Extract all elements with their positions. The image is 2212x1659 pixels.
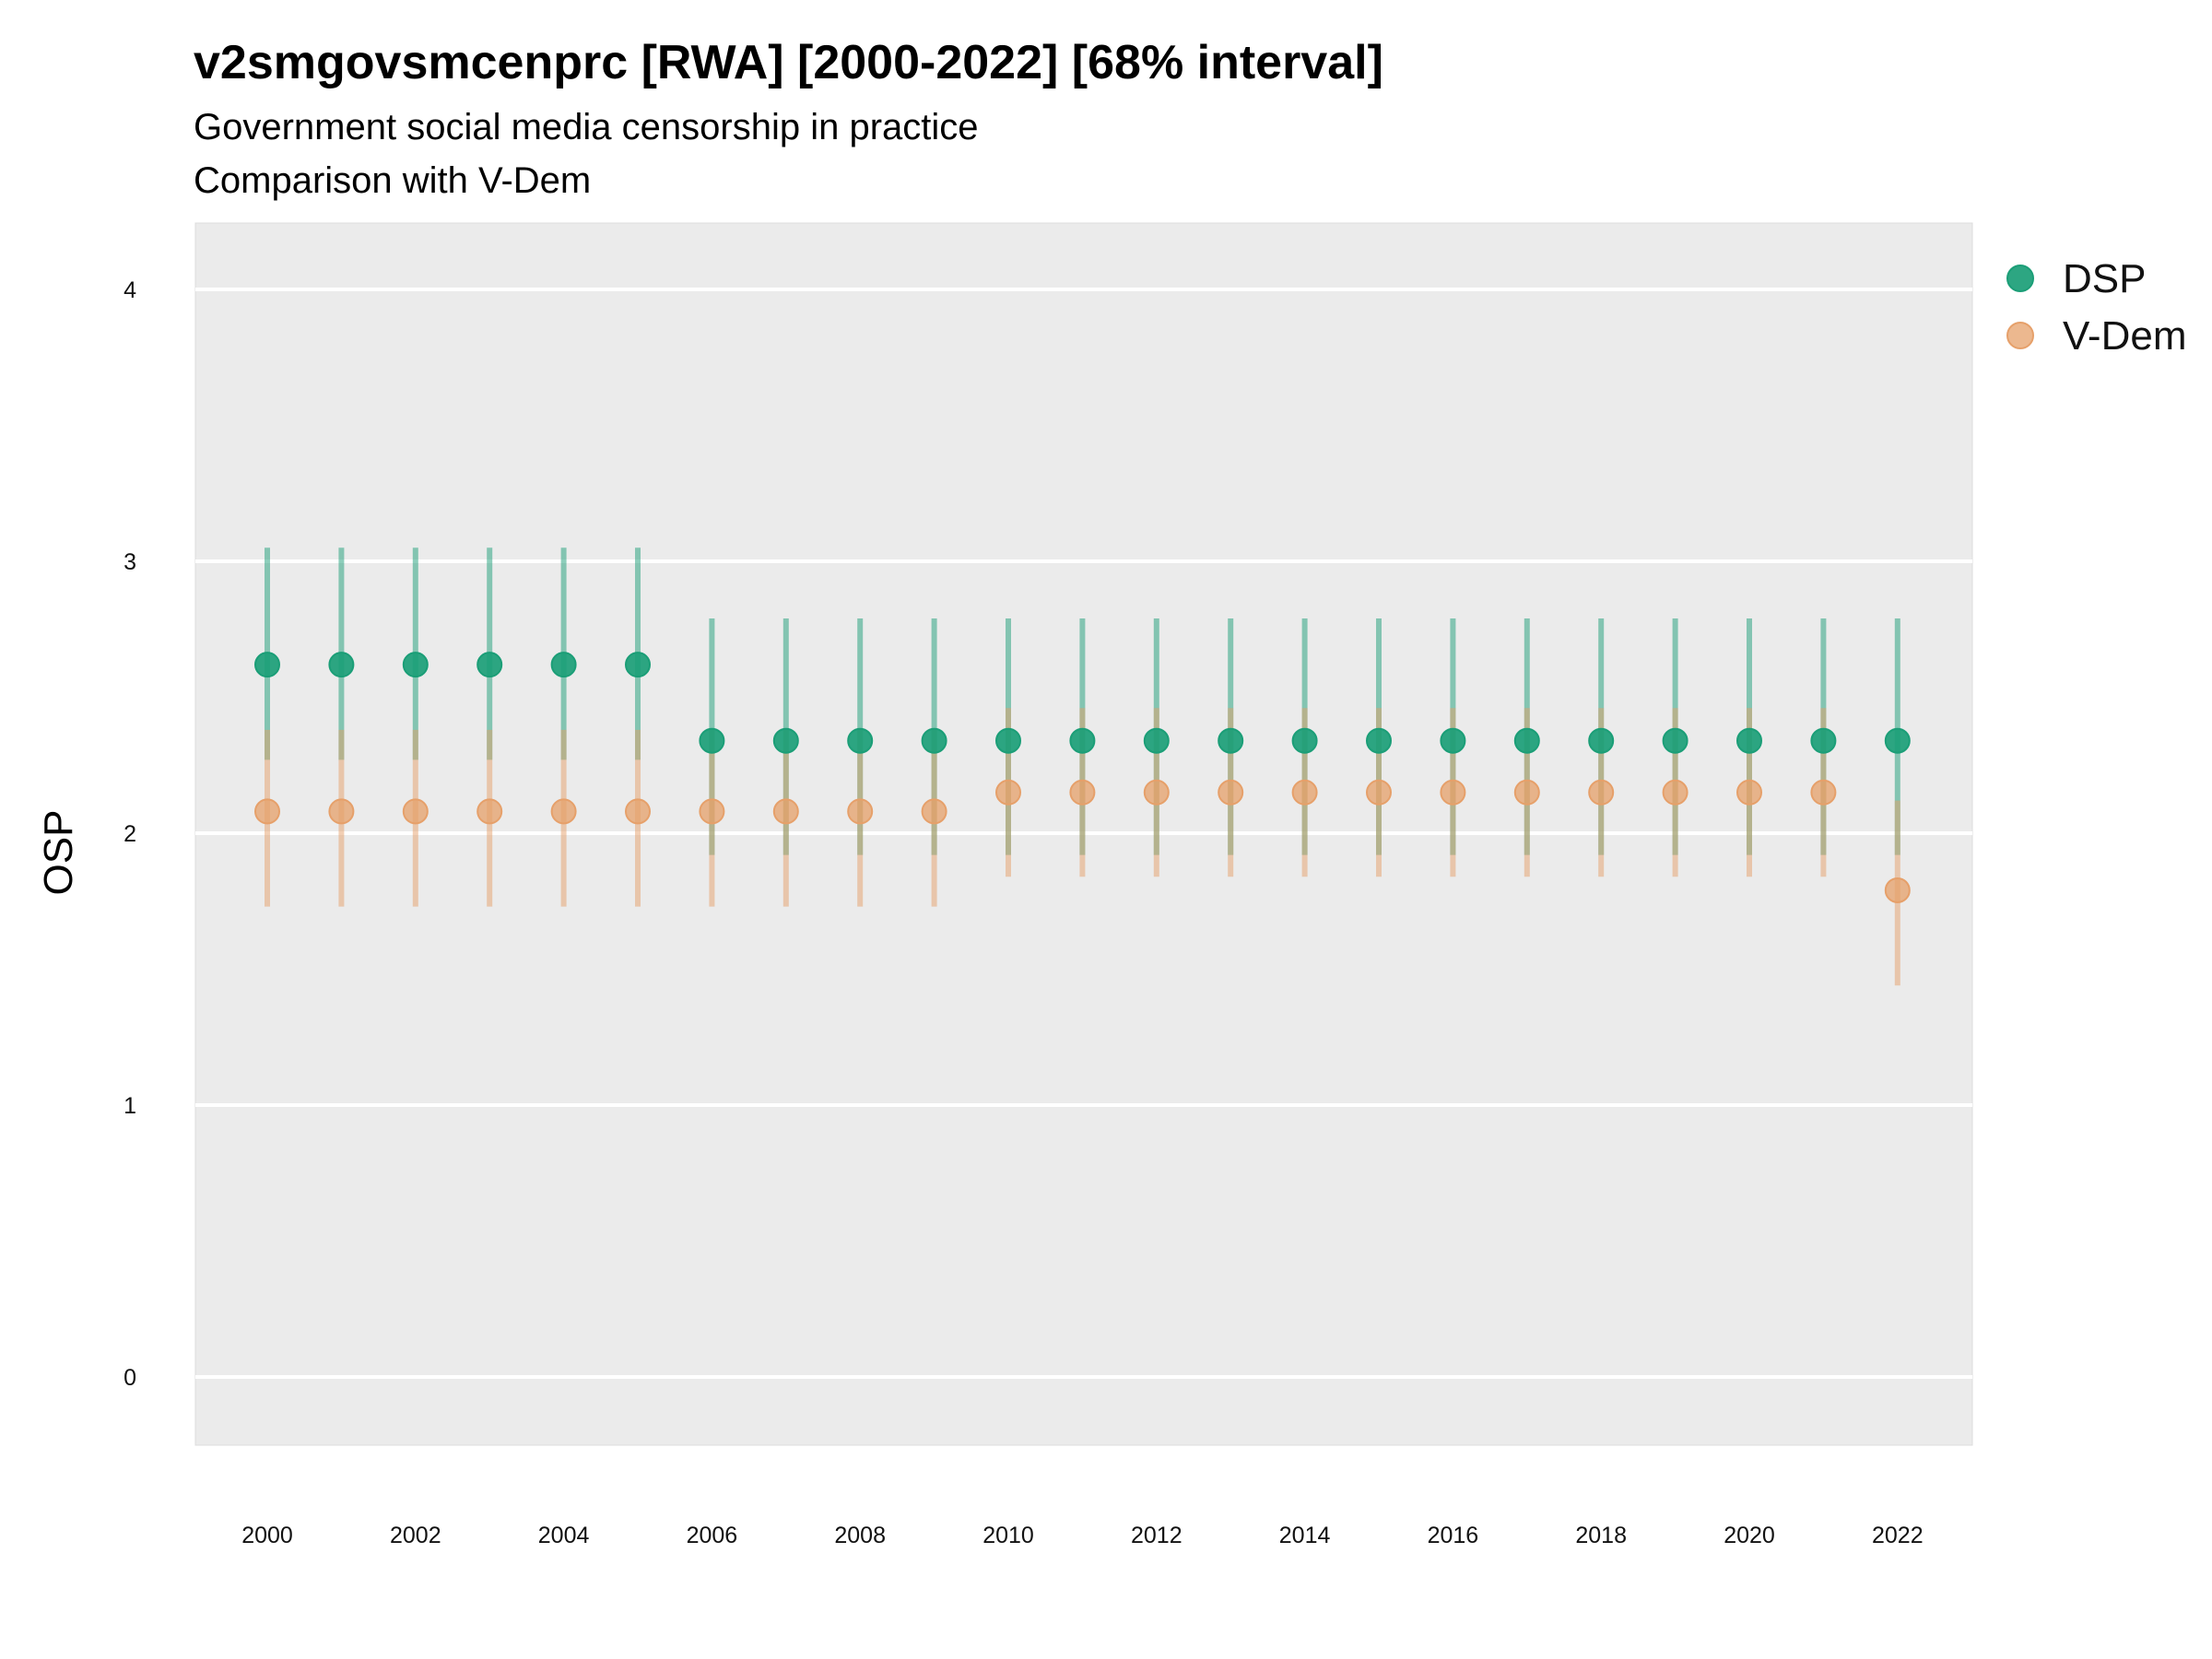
chart-title: v2smgovsmcenprc [RWA] [2000-2022] [68% i… — [194, 36, 1383, 89]
v-dem-point — [254, 798, 280, 825]
v-dem-point — [995, 779, 1021, 806]
chart-subtitle: Government social media censorship in pr… — [194, 107, 979, 147]
v-dem-point — [1366, 779, 1392, 806]
dsp-point — [1366, 727, 1392, 754]
dsp-point — [625, 652, 651, 678]
dsp-point — [1810, 727, 1837, 754]
v-dem-point — [1810, 779, 1837, 806]
legend-marker — [2006, 322, 2034, 349]
x-tick-label: 2002 — [390, 1523, 441, 1548]
y-tick-label: 3 — [124, 549, 136, 575]
v-dem-point — [550, 798, 577, 825]
dsp-point — [328, 652, 355, 678]
v-dem-point — [921, 798, 947, 825]
data-points — [254, 652, 1911, 903]
x-tick-label: 2016 — [1428, 1523, 1479, 1548]
v-dem-point — [772, 798, 799, 825]
y-axis-ticks: 0 1 2 3 4 — [124, 277, 136, 1391]
y-tick-label: 4 — [124, 277, 136, 303]
dsp-point — [1291, 727, 1318, 754]
dsp-point — [847, 727, 874, 754]
v-dem-point — [1884, 877, 1911, 903]
dsp-point — [1513, 727, 1540, 754]
dsp-point — [772, 727, 799, 754]
dsp-point — [1662, 727, 1688, 754]
dsp-point — [1440, 727, 1466, 754]
x-tick-label: 2010 — [982, 1523, 1034, 1548]
dsp-point — [1143, 727, 1170, 754]
v-dem-point — [1218, 779, 1244, 806]
x-tick-label: 2004 — [538, 1523, 590, 1548]
v-dem-point — [1143, 779, 1170, 806]
dsp-point — [1218, 727, 1244, 754]
y-tick-label: 1 — [124, 1093, 136, 1119]
dsp-point — [1884, 727, 1911, 754]
v-dem-point — [1736, 779, 1762, 806]
legend: DSP V-Dem — [2006, 256, 2186, 359]
v-dem-point — [625, 798, 651, 825]
dsp-point — [921, 727, 947, 754]
v-dem-point — [1513, 779, 1540, 806]
v-dem-point — [1069, 779, 1096, 806]
dsp-point — [550, 652, 577, 678]
x-tick-label: 2018 — [1575, 1523, 1627, 1548]
v-dem-point — [477, 798, 503, 825]
v-dem-point — [402, 798, 429, 825]
dsp-point — [477, 652, 503, 678]
v-dem-point — [1291, 779, 1318, 806]
x-tick-label: 2008 — [834, 1523, 886, 1548]
v-dem-point — [1662, 779, 1688, 806]
dsp-point — [1069, 727, 1096, 754]
x-tick-label: 2006 — [687, 1523, 738, 1548]
x-tick-label: 2022 — [1872, 1523, 1924, 1548]
v-dem-point — [847, 798, 874, 825]
dsp-point — [402, 652, 429, 678]
dsp-point — [995, 727, 1021, 754]
x-tick-label: 2020 — [1724, 1523, 1775, 1548]
y-tick-label: 2 — [124, 821, 136, 847]
dsp-point — [254, 652, 280, 678]
v-dem-point — [328, 798, 355, 825]
v-dem-point — [1440, 779, 1466, 806]
x-tick-label: 2000 — [241, 1523, 293, 1548]
y-axis-label: OSP — [36, 810, 81, 896]
legend-label: V-Dem — [2063, 313, 2186, 359]
legend-label: DSP — [2063, 256, 2146, 301]
v-dem-point — [699, 798, 725, 825]
legend-marker — [2006, 265, 2034, 292]
x-tick-label: 2012 — [1131, 1523, 1182, 1548]
v-dem-point — [1588, 779, 1615, 806]
dsp-point — [1588, 727, 1615, 754]
chart-subtitle-comparison: Comparison with V-Dem — [194, 160, 592, 201]
y-tick-label: 0 — [124, 1365, 136, 1391]
x-tick-label: 2014 — [1279, 1523, 1331, 1548]
dsp-point — [1736, 727, 1762, 754]
x-axis-ticks: 2000 2002 2004 2006 2008 2010 2012 2014 2016 2018… — [241, 1523, 1923, 1548]
dsp-point — [699, 727, 725, 754]
